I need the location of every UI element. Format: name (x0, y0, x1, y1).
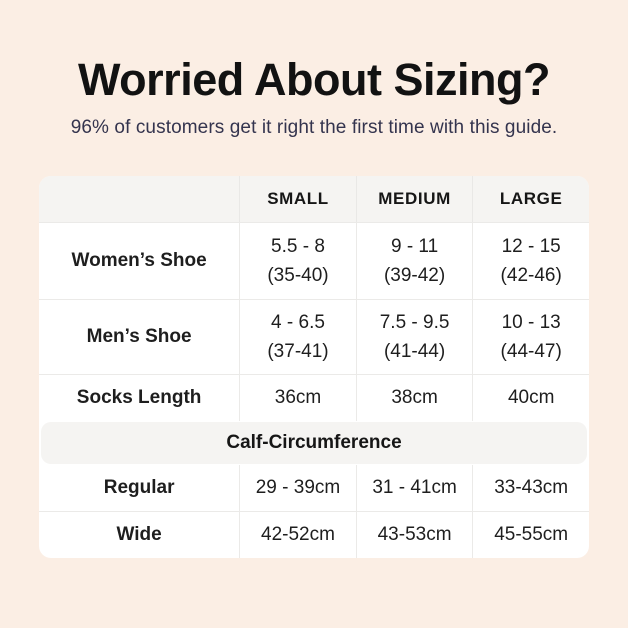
cell-line1: 7.5 - 9.5 (379, 311, 450, 333)
section-header-row: Calf-Circumference (39, 421, 589, 465)
row-label-socks-length: Socks Length (76, 386, 202, 408)
table-row-regular: Regular 29 - 39cm 31 - 41cm 33-43cm (39, 464, 589, 511)
cell-line1: 4 - 6.5 (271, 311, 325, 333)
section-header-calf-circumference: Calf-Circumference (41, 421, 587, 464)
cell-line2: (42-46) (500, 264, 562, 286)
cell-line2: (37-41) (267, 340, 329, 362)
cell-womens-small: 5.5 - 8 (35-40) (239, 222, 356, 299)
cell-line1: 12 - 15 (501, 235, 561, 257)
page-title: Worried About Sizing? (78, 54, 550, 105)
cell-line2: (44-47) (500, 340, 562, 362)
table-row-mens-shoe: Men’s Shoe 4 - 6.5 (37-41) 7.5 - 9.5 (41… (39, 298, 589, 374)
header-cell-large: LARGE (472, 175, 589, 222)
cell-socks-medium: 38cm (355, 374, 473, 421)
cell-wide-medium: 43-53cm (355, 511, 473, 558)
page-subtitle: 96% of customers get it right the first … (70, 116, 558, 138)
cell-mens-medium: 7.5 - 9.5 (41-44) (355, 299, 473, 374)
row-label-womens-shoe: Women’s Shoe (71, 249, 207, 271)
cell-mens-small: 4 - 6.5 (37-41) (239, 299, 356, 374)
cell-line2: (35-40) (267, 264, 329, 286)
cell-socks-small: 36cm (239, 374, 356, 421)
table-row-womens-shoe: Women’s Shoe 5.5 - 8 (35-40) 9 - 11 (39-… (39, 221, 589, 299)
row-label-mens-shoe: Men’s Shoe (86, 325, 192, 347)
cell-regular-medium: 31 - 41cm (355, 464, 473, 511)
cell-womens-large: 12 - 15 (42-46) (472, 222, 589, 299)
cell-line2: (41-44) (383, 340, 446, 362)
header-cell-small: SMALL (239, 175, 356, 222)
table-header-row: SMALL MEDIUM LARGE (39, 175, 589, 222)
row-label-regular: Regular (103, 476, 175, 498)
header-cell-medium: MEDIUM (355, 175, 473, 222)
table-row-socks-length: Socks Length 36cm 38cm 40cm (39, 373, 589, 421)
cell-wide-small: 42-52cm (239, 511, 356, 558)
cell-regular-large: 33-43cm (472, 464, 589, 511)
table-row-wide: Wide 42-52cm 43-53cm 45-55cm (39, 510, 589, 558)
header-cell-empty (39, 176, 239, 222)
cell-wide-large: 45-55cm (472, 511, 589, 558)
cell-socks-large: 40cm (472, 374, 589, 421)
cell-line1: 10 - 13 (501, 311, 561, 333)
row-label-wide: Wide (116, 523, 162, 545)
cell-regular-small: 29 - 39cm (239, 464, 356, 511)
cell-line1: 9 - 11 (390, 235, 439, 257)
cell-line1: 5.5 - 8 (271, 235, 325, 257)
cell-mens-large: 10 - 13 (44-47) (472, 299, 589, 374)
cell-line2: (39-42) (383, 264, 446, 286)
cell-womens-medium: 9 - 11 (39-42) (355, 222, 473, 299)
sizing-table: SMALL MEDIUM LARGE Women’s Shoe 5.5 - 8 … (39, 175, 589, 558)
